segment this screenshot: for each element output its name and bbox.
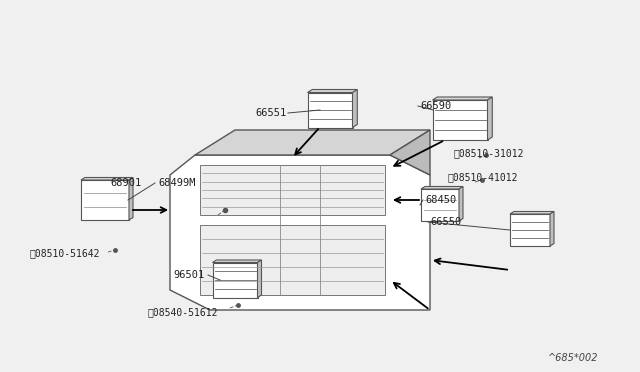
Polygon shape bbox=[353, 90, 357, 128]
Polygon shape bbox=[200, 225, 385, 295]
Text: Ⓢ08510-41012: Ⓢ08510-41012 bbox=[448, 172, 518, 182]
Text: 66550: 66550 bbox=[430, 217, 461, 227]
Text: Ⓢ08540-51612: Ⓢ08540-51612 bbox=[148, 307, 218, 317]
Polygon shape bbox=[212, 263, 257, 298]
Text: ^685*002: ^685*002 bbox=[548, 353, 598, 363]
Polygon shape bbox=[421, 186, 463, 189]
Text: 96501: 96501 bbox=[173, 270, 204, 280]
Polygon shape bbox=[81, 180, 129, 220]
Text: Ⓢ08510-51642: Ⓢ08510-51642 bbox=[30, 248, 100, 258]
Polygon shape bbox=[195, 130, 430, 155]
Polygon shape bbox=[510, 212, 554, 214]
Text: 68450: 68450 bbox=[425, 195, 456, 205]
Polygon shape bbox=[81, 177, 133, 180]
Polygon shape bbox=[170, 155, 430, 310]
Polygon shape bbox=[200, 165, 385, 215]
Text: Ⓢ08510-31012: Ⓢ08510-31012 bbox=[453, 148, 524, 158]
Polygon shape bbox=[459, 186, 463, 221]
Polygon shape bbox=[307, 90, 357, 93]
Polygon shape bbox=[421, 189, 459, 221]
Polygon shape bbox=[390, 130, 430, 175]
Text: 68901: 68901 bbox=[110, 178, 141, 188]
Polygon shape bbox=[212, 260, 262, 263]
Polygon shape bbox=[257, 260, 262, 298]
Polygon shape bbox=[510, 214, 550, 246]
Text: 68499M: 68499M bbox=[158, 178, 195, 188]
Polygon shape bbox=[433, 100, 488, 140]
Polygon shape bbox=[307, 93, 353, 128]
Polygon shape bbox=[488, 97, 492, 140]
Polygon shape bbox=[433, 97, 492, 100]
Text: 66551: 66551 bbox=[255, 108, 286, 118]
Text: 66590: 66590 bbox=[420, 101, 451, 111]
Polygon shape bbox=[129, 177, 133, 220]
Polygon shape bbox=[550, 212, 554, 246]
